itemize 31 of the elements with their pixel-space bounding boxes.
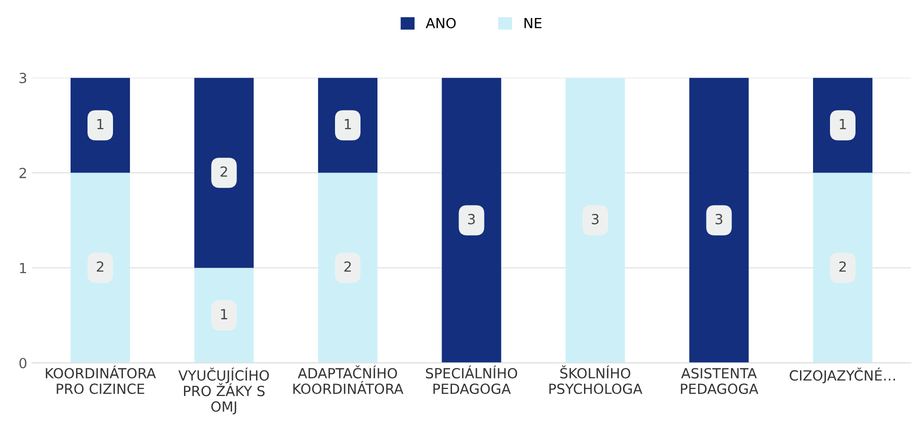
x-tick-label: ŠKOLNÍHO PSYCHOLOGA — [549, 365, 642, 394]
data-label: 2 — [96, 261, 104, 272]
legend-label: NE — [524, 18, 542, 28]
bar — [566, 78, 625, 363]
data-label: 3 — [592, 214, 599, 224]
bar — [318, 172, 378, 363]
data-label: 3 — [716, 214, 722, 224]
data-label: 2 — [344, 261, 351, 272]
x-tick-label: VYUČUJÍCÍHO PRO ŽÁKY S OMJ — [178, 368, 269, 414]
y-tick-label: 3 — [20, 72, 26, 84]
data-label: 1 — [221, 309, 228, 320]
y-tick-label: 0 — [19, 358, 26, 368]
bar — [689, 78, 749, 363]
y-tick-label: 2 — [20, 168, 26, 178]
x-tick-label: ASISTENTA PEDAGOGA — [680, 368, 758, 394]
data-label: 2 — [839, 261, 846, 272]
legend-label: ANO — [426, 18, 456, 28]
data-label: 2 — [220, 166, 228, 177]
x-tick-label: KOORDINÁTORA PRO CIZINCE — [46, 365, 156, 394]
x-tick-label: ADAPTAČNÍHO KOORDINÁTORA — [293, 365, 404, 394]
data-label: 1 — [344, 118, 351, 130]
bar — [442, 78, 502, 363]
y-tick-label: 1 — [20, 262, 26, 274]
bar — [194, 78, 254, 268]
data-label: 1 — [840, 118, 846, 130]
x-tick-label: CIZOJAZYČNÉ… — [790, 368, 895, 384]
x-tick-label: SPECIÁLNÍHO PEDAGOGA — [426, 365, 518, 394]
bar — [70, 172, 130, 363]
data-label: 3 — [468, 214, 475, 224]
data-label: 1 — [97, 118, 104, 130]
bar — [813, 172, 872, 363]
